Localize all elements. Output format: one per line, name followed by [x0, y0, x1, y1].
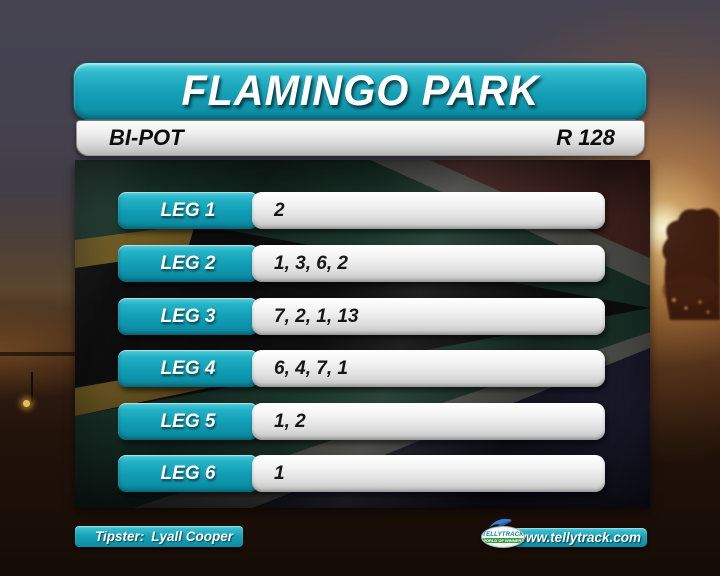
leg-label-text: LEG 4	[160, 357, 216, 379]
leg-label: LEG 6	[118, 455, 258, 492]
leg-label: LEG 5	[118, 403, 258, 440]
leg-selections: 1, 2	[252, 403, 605, 440]
leg-selections-text: 1, 3, 6, 2	[274, 252, 348, 274]
leg-selections-text: 6, 4, 7, 1	[274, 357, 348, 379]
website-bar: www.tellytrack.com	[513, 528, 647, 547]
horizon-fence-silhouette	[0, 352, 78, 356]
leg-selections: 6, 4, 7, 1	[252, 350, 605, 387]
tipster-name: Lyall Cooper	[151, 529, 234, 544]
lamp-pole-silhouette	[31, 372, 33, 402]
leg-label-text: LEG 5	[160, 410, 216, 432]
leg-label-text: LEG 2	[160, 252, 216, 274]
leg-label-text: LEG 3	[160, 305, 216, 327]
bet-amount: R 128	[556, 125, 615, 150]
leg-row: LEG 5 1, 2	[118, 403, 605, 440]
track-name: FLAMINGO PARK	[181, 66, 539, 115]
tellytrack-logo: TELLYTRACK WORLD OF WINNERS	[481, 526, 525, 548]
tipster-label: Tipster:	[95, 529, 145, 544]
leg-selections-text: 1	[274, 462, 285, 484]
leg-label: LEG 3	[118, 298, 258, 335]
leg-row: LEG 2 1, 3, 6, 2	[118, 245, 605, 282]
leg-row: LEG 3 7, 2, 1, 13	[118, 298, 605, 335]
website-url: www.tellytrack.com	[515, 530, 641, 545]
track-name-banner: FLAMINGO PARK	[73, 62, 647, 120]
leg-row: LEG 6 1	[118, 455, 605, 492]
tellytrack-logo-text: TELLYTRACK	[482, 531, 524, 538]
leg-selections-text: 2	[274, 199, 285, 221]
tellytrack-logo-tagline: WORLD OF WINNERS	[482, 537, 524, 543]
horizon-light	[23, 400, 30, 407]
leg-label: LEG 2	[118, 245, 258, 282]
leg-label: LEG 1	[118, 192, 258, 229]
tree-silhouette	[662, 208, 720, 320]
leg-row: LEG 1 2	[118, 192, 605, 229]
leg-selections-text: 7, 2, 1, 13	[274, 305, 359, 327]
leg-label-text: LEG 6	[160, 462, 216, 484]
leg-selections-text: 1, 2	[274, 410, 306, 432]
leg-row: LEG 4 6, 4, 7, 1	[118, 350, 605, 387]
leg-label: LEG 4	[118, 350, 258, 387]
bet-type: BI-POT	[109, 125, 184, 150]
bird-icon	[489, 518, 512, 528]
leg-selections: 1, 3, 6, 2	[252, 245, 605, 282]
tipster-bar: Tipster: Lyall Cooper	[75, 526, 243, 547]
leg-selections: 2	[252, 192, 605, 229]
leg-label-text: LEG 1	[160, 199, 216, 221]
bet-info-bar: BI-POT R 128	[76, 120, 645, 156]
leg-selections: 7, 2, 1, 13	[252, 298, 605, 335]
leg-selections: 1	[252, 455, 605, 492]
